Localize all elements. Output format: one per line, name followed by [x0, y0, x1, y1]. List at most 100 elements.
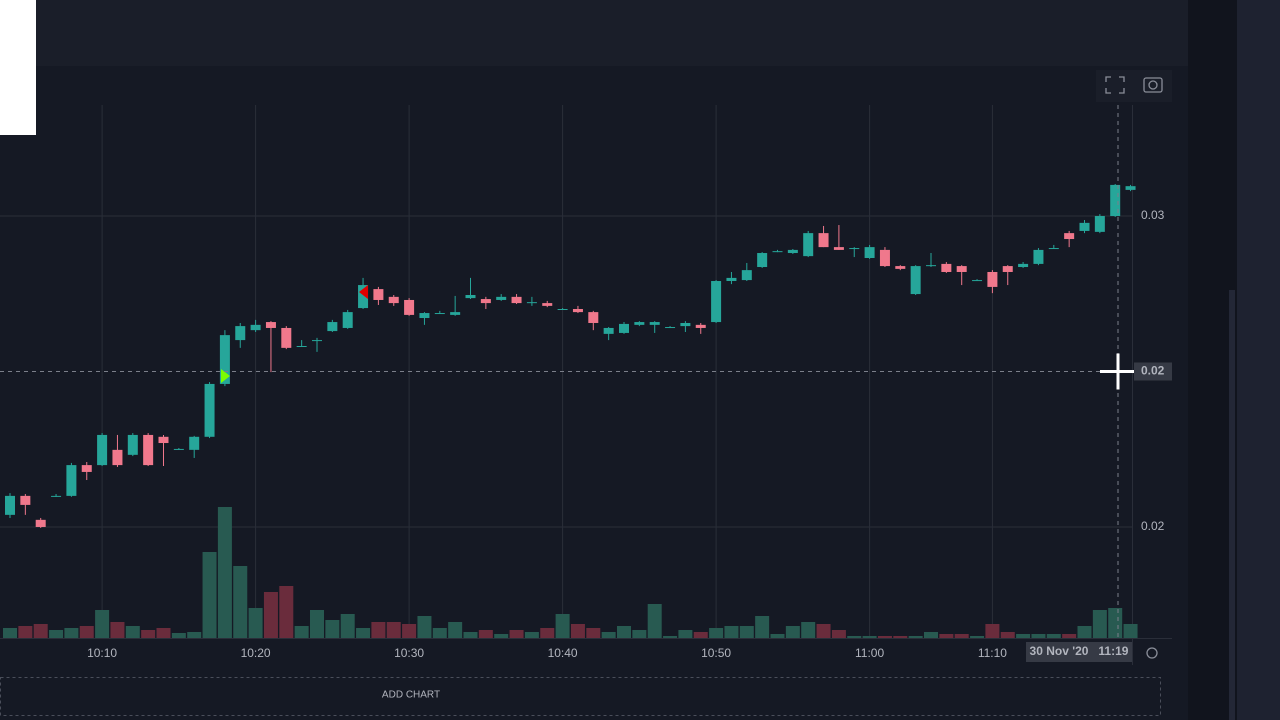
candle-body [511, 296, 522, 304]
volume-bar [156, 628, 171, 638]
add-chart-label: ADD CHART [382, 690, 440, 701]
volume-bar [95, 610, 110, 638]
volume-bar [263, 592, 278, 638]
volume-bar [540, 628, 555, 638]
candle-body [5, 495, 15, 515]
candle-body [557, 308, 568, 310]
volume-bar [831, 630, 846, 638]
candle-body [634, 322, 645, 325]
candle-body [1064, 233, 1075, 240]
volume-bar [141, 630, 156, 638]
candle-body [281, 327, 292, 348]
candle-body [757, 253, 768, 268]
candle-body [1033, 249, 1044, 264]
top-bar [0, 0, 1188, 66]
sell-signal [359, 285, 368, 299]
crosshair-y-box [1134, 362, 1172, 381]
volume-bar [1016, 634, 1031, 638]
volume-bar [632, 630, 647, 638]
x-tick-label: 11:10 [978, 646, 1007, 660]
axis-labels: 0.03 0.02 10:10 10:20 10:30 10:40 10:50 11:00 11… [87, 208, 1165, 660]
crosshair-x-label: 30 Nov '20 11:19 [1030, 644, 1129, 658]
volume-bar [509, 630, 524, 638]
candle-body [465, 295, 476, 299]
scrollbar [1229, 290, 1235, 720]
volume-bar [617, 626, 631, 638]
candle-body [127, 434, 138, 455]
candle-body [327, 322, 338, 332]
settings-button[interactable] [1146, 647, 1158, 659]
x-tick-label: 10:20 [241, 646, 271, 660]
candle-body [1002, 266, 1013, 272]
volume-bar [33, 624, 48, 638]
volume-bar [647, 604, 662, 638]
x-tick-label: 10:30 [394, 646, 424, 660]
candle-body [787, 249, 798, 254]
volume-bar [1031, 634, 1046, 638]
candle-body [1048, 248, 1059, 250]
volume-bar [970, 636, 985, 638]
volume-bar [217, 507, 232, 638]
screenshot-button[interactable] [1143, 77, 1163, 93]
volume-bar [709, 628, 724, 638]
volume-bar [432, 628, 447, 638]
volume-bar [908, 636, 923, 638]
volume-bar [110, 622, 125, 638]
add-chart-area[interactable] [0, 677, 1161, 716]
candle-body [818, 233, 829, 248]
volume-bar [1092, 610, 1107, 638]
volume-bar [663, 636, 678, 638]
volume-bar [862, 636, 877, 638]
volume-bar [340, 614, 355, 638]
volume-bar [924, 632, 938, 638]
candle-body [619, 323, 629, 333]
volume-bar [478, 630, 493, 638]
white-panel [0, 0, 36, 135]
volume-bar [233, 566, 248, 638]
candle-body [1094, 216, 1105, 232]
volume-bar [1108, 608, 1123, 638]
camera-icon [1143, 77, 1163, 93]
candle-body [20, 495, 31, 505]
volume-bar [816, 624, 831, 638]
crosshair-y-label: 0.02 [1141, 364, 1165, 378]
fullscreen-icon [1105, 76, 1125, 94]
volume-bar [877, 636, 892, 638]
candle-body [35, 519, 46, 527]
volume-bar [724, 626, 739, 638]
candle-body [926, 265, 936, 267]
candle-body [388, 296, 399, 304]
volume-bar [325, 620, 340, 638]
candle-body [419, 313, 430, 319]
candle-body [895, 266, 906, 269]
candle-body [772, 251, 783, 253]
candle-body [480, 299, 491, 304]
candle-body [864, 247, 875, 258]
candle-body [572, 308, 583, 313]
candle-body [81, 465, 92, 472]
candle-body [189, 436, 200, 450]
candle-body [803, 233, 814, 257]
volume-bar [187, 632, 202, 638]
candle-body [112, 449, 123, 466]
volume-bar [49, 630, 64, 638]
candle-body [680, 322, 691, 327]
volume-bar [202, 552, 217, 638]
candle-body [1125, 186, 1136, 190]
candle-body [956, 266, 967, 272]
volume-bar [386, 622, 401, 638]
fullscreen-button[interactable] [1105, 76, 1125, 94]
volume-bar [601, 632, 616, 638]
volume-bar [171, 633, 186, 638]
volume-bar [693, 632, 708, 638]
candle-body [1079, 222, 1090, 231]
candles [5, 183, 1136, 528]
volume-bar [18, 626, 33, 638]
camera-lens [1148, 80, 1158, 90]
candle-body [173, 448, 184, 450]
x-tick-label: 10:40 [548, 646, 578, 660]
volume-bar [785, 626, 800, 638]
